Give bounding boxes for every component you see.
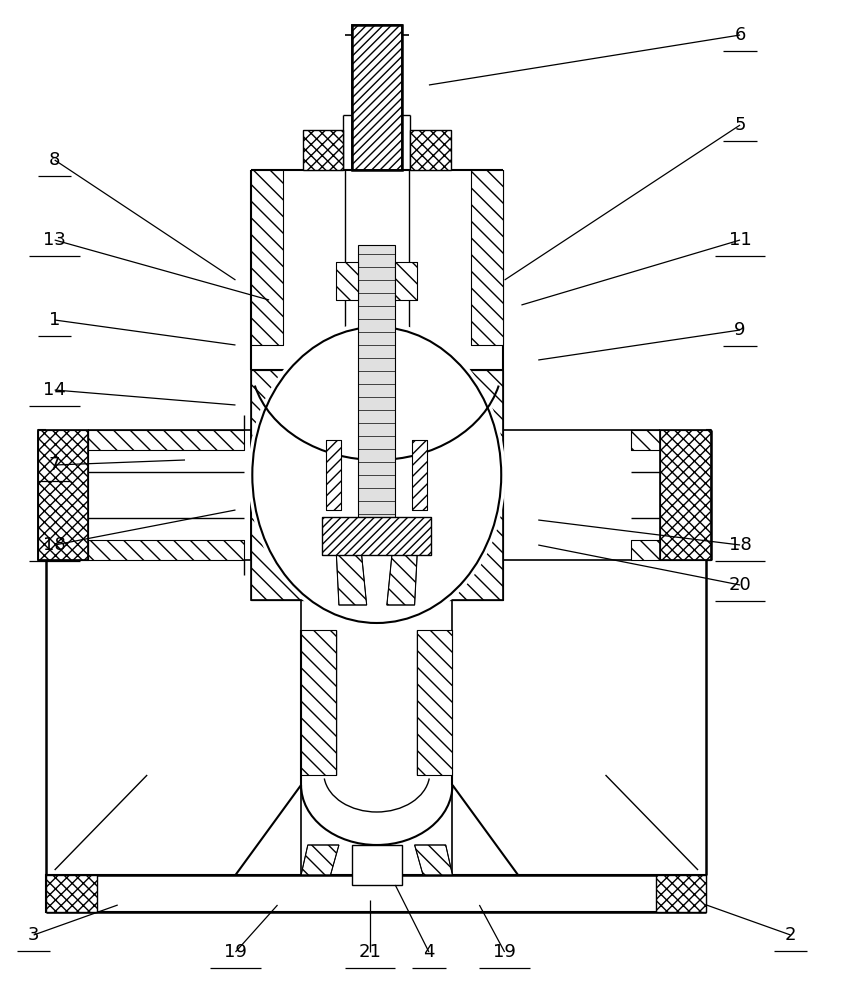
Polygon shape	[46, 875, 97, 912]
Text: 5: 5	[734, 116, 746, 134]
Polygon shape	[471, 170, 503, 345]
Polygon shape	[387, 555, 417, 605]
Text: 3: 3	[28, 926, 40, 944]
Text: 1: 1	[49, 311, 61, 329]
Polygon shape	[251, 170, 283, 345]
Bar	[352, 845, 402, 885]
Polygon shape	[336, 262, 358, 300]
Polygon shape	[656, 875, 706, 912]
Polygon shape	[410, 130, 451, 170]
Polygon shape	[415, 845, 452, 875]
Text: 2: 2	[785, 926, 796, 944]
Polygon shape	[412, 440, 427, 510]
Polygon shape	[395, 262, 417, 300]
Text: 8: 8	[49, 151, 61, 169]
Text: 11: 11	[728, 231, 752, 249]
Bar	[322, 517, 431, 555]
Bar	[46, 875, 706, 912]
Polygon shape	[251, 370, 326, 600]
Text: 18: 18	[43, 536, 66, 554]
Text: 19: 19	[493, 943, 516, 961]
Polygon shape	[301, 845, 339, 875]
Text: 9: 9	[734, 321, 746, 339]
Polygon shape	[336, 555, 367, 605]
Text: 7: 7	[49, 456, 61, 474]
Bar	[352, 25, 402, 170]
Text: 19: 19	[224, 943, 247, 961]
Bar	[322, 517, 431, 555]
Polygon shape	[631, 540, 660, 560]
Text: 21: 21	[358, 943, 382, 961]
Polygon shape	[301, 630, 336, 775]
Bar	[358, 245, 395, 540]
Polygon shape	[88, 430, 244, 450]
Polygon shape	[631, 430, 660, 450]
Polygon shape	[303, 130, 343, 170]
Polygon shape	[427, 370, 503, 600]
Text: 4: 4	[423, 943, 435, 961]
Text: 20: 20	[728, 576, 752, 594]
Text: 6: 6	[734, 26, 746, 44]
Circle shape	[248, 322, 505, 628]
Polygon shape	[38, 430, 88, 560]
Polygon shape	[417, 630, 452, 775]
Polygon shape	[326, 440, 341, 510]
Bar	[352, 25, 402, 170]
Text: 14: 14	[43, 381, 66, 399]
Polygon shape	[88, 540, 244, 560]
Text: 13: 13	[43, 231, 66, 249]
Polygon shape	[660, 430, 711, 560]
Text: 18: 18	[728, 536, 752, 554]
